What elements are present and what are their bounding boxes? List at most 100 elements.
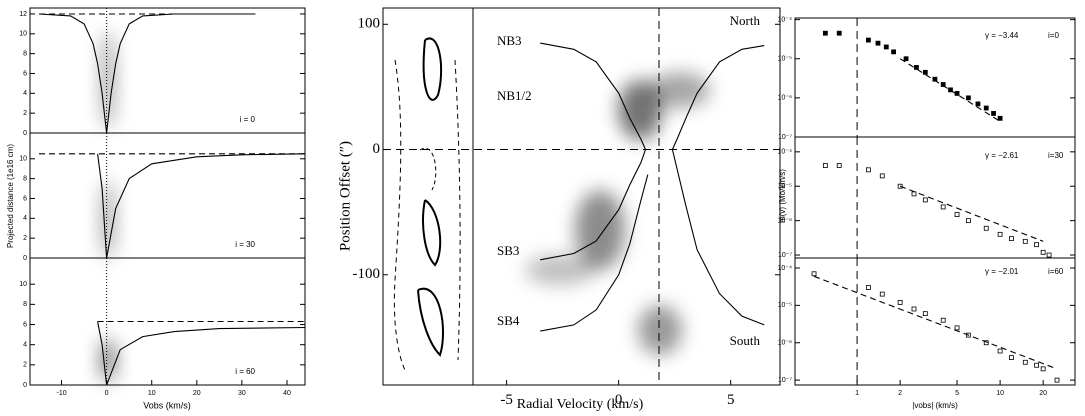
data-point bbox=[922, 69, 928, 75]
plot-frame bbox=[29, 7, 306, 134]
x-tick-label: 10 bbox=[996, 390, 1004, 397]
annotation: North bbox=[730, 13, 761, 28]
y-tick-label: 10⁻⁵ bbox=[778, 56, 792, 63]
data-point bbox=[983, 105, 989, 111]
reference-lines bbox=[383, 8, 780, 385]
panel: 0 2 4 6 8 10 i = 30 bbox=[19, 132, 306, 262]
data-point bbox=[836, 30, 842, 36]
x-tick-label: 0 bbox=[105, 390, 109, 397]
y-tick-label: 10⁻⁶ bbox=[778, 340, 792, 347]
data-point bbox=[1022, 238, 1028, 244]
data-point bbox=[940, 317, 946, 323]
x-axis-label: Radial Velocity (km/s) bbox=[517, 397, 644, 412]
x-tick-label: 10 bbox=[148, 390, 156, 397]
line-series bbox=[38, 13, 256, 133]
y-tick-label: 2 bbox=[23, 110, 27, 117]
data-point bbox=[954, 212, 960, 217]
data-point bbox=[932, 76, 938, 82]
x-axis-label: |vobs| (km/s) bbox=[912, 401, 958, 410]
data-point bbox=[891, 49, 896, 55]
data-point bbox=[897, 300, 903, 305]
data-point bbox=[1040, 366, 1046, 372]
y-tick-label: 10⁻⁷ bbox=[778, 377, 792, 384]
y-tick-label: 10⁻⁵ bbox=[778, 302, 792, 309]
y-tick-label: 2 bbox=[23, 235, 27, 242]
y-tick-label: 0 bbox=[23, 382, 27, 389]
y-tick-label: 10⁻⁴ bbox=[778, 16, 793, 23]
data-point bbox=[965, 218, 971, 224]
annotation: i = 30 bbox=[235, 240, 255, 249]
data-point bbox=[836, 163, 842, 168]
y-tick-label: 0 bbox=[23, 130, 27, 137]
x-tick-label: 20 bbox=[1039, 390, 1047, 397]
line-series bbox=[671, 149, 765, 326]
x-tick-label: 1 bbox=[855, 390, 859, 397]
y-tick-label: 10⁻⁶ bbox=[778, 95, 792, 102]
data-point bbox=[903, 56, 909, 62]
annotation: γ = −2.61 bbox=[985, 151, 1019, 160]
y-tick-label: 8 bbox=[23, 301, 27, 308]
annotation: SB3 bbox=[497, 243, 519, 258]
series bbox=[822, 30, 1003, 122]
data-point bbox=[911, 191, 917, 197]
x-tick-label: -10 bbox=[56, 390, 66, 397]
panel: 10⁻⁷ 10⁻⁶ 10⁻⁵ 10⁻⁴ γ = −2.61 i=30 m(v) (Mo/km… bbox=[778, 136, 1076, 259]
data-point bbox=[866, 285, 871, 290]
annotation: i=0 bbox=[1048, 31, 1059, 40]
data-point bbox=[866, 37, 871, 43]
data-point bbox=[911, 306, 917, 312]
data-point bbox=[1046, 252, 1052, 258]
series bbox=[38, 13, 256, 133]
annotation: NB1/2 bbox=[497, 88, 532, 103]
y-tick-label: 0 bbox=[373, 141, 381, 157]
x-tick-label: 5 bbox=[955, 390, 959, 397]
series bbox=[811, 271, 1060, 383]
annotation: i = 0 bbox=[240, 115, 256, 124]
x-tick-label: 2 bbox=[898, 390, 902, 397]
y-tick-label: 6 bbox=[23, 70, 27, 77]
y-tick-label: 8 bbox=[23, 175, 27, 182]
y-tick-label: 4 bbox=[23, 342, 27, 349]
series bbox=[822, 163, 1052, 258]
data-point bbox=[948, 87, 953, 93]
data-point bbox=[822, 163, 828, 168]
plot-frame bbox=[794, 257, 1076, 386]
panel: 0 2 4 6 8 10 12 i = 0 Projected distance (1e16 c… bbox=[6, 7, 306, 248]
data-point bbox=[866, 167, 871, 173]
annotation: i=30 bbox=[1048, 151, 1064, 160]
data-point bbox=[879, 291, 885, 297]
y-tick-label: 10 bbox=[19, 31, 27, 38]
data-point bbox=[822, 30, 828, 36]
data-point bbox=[975, 101, 981, 107]
y-tick-label: 100 bbox=[358, 16, 381, 32]
data-point bbox=[1054, 377, 1060, 383]
x-tick-label: 5 bbox=[727, 392, 735, 408]
panel: 10⁻⁷ 10⁻⁶ 10⁻⁵ 10⁻⁴ 1 2 5 10 20 γ = −2.01 i=60 |vob… bbox=[778, 257, 1076, 410]
panel: -100 0 100 -5 0 5 NB3 NB1/2 SB3 SB4 North South Radi… bbox=[337, 7, 781, 412]
y-tick-label: 8 bbox=[23, 50, 27, 57]
x-tick-label: -5 bbox=[500, 392, 513, 408]
line-series bbox=[540, 149, 647, 261]
data-point bbox=[914, 65, 919, 70]
data-point bbox=[1040, 249, 1046, 255]
annotation: SB4 bbox=[497, 313, 520, 328]
y-tick-label: 10⁻⁷ bbox=[778, 252, 792, 259]
annotation: NB3 bbox=[497, 33, 522, 48]
panel: 0 2 4 6 8 10 -10 0 10 20 30 40 i = 60 Vobs (km/s) bbox=[19, 257, 306, 410]
y-axis-label: Projected distance (1e16 cm) bbox=[6, 144, 15, 248]
data-point bbox=[997, 115, 1003, 121]
y-tick-label: -100 bbox=[353, 266, 381, 282]
y-tick-label: 10⁻⁵ bbox=[778, 183, 792, 190]
y-tick-label: 10 bbox=[19, 281, 27, 288]
data-point bbox=[997, 348, 1003, 354]
x-tick-label: 0 bbox=[615, 392, 623, 408]
plot-frame bbox=[29, 132, 306, 259]
y-tick-label: 10⁻⁴ bbox=[778, 265, 793, 272]
y-tick-label: 10 bbox=[19, 156, 27, 163]
data-point bbox=[940, 204, 946, 210]
data-point bbox=[983, 340, 989, 346]
y-tick-label: 6 bbox=[23, 195, 27, 202]
annotation: South bbox=[730, 333, 761, 348]
y-tick-label: 2 bbox=[23, 362, 27, 369]
